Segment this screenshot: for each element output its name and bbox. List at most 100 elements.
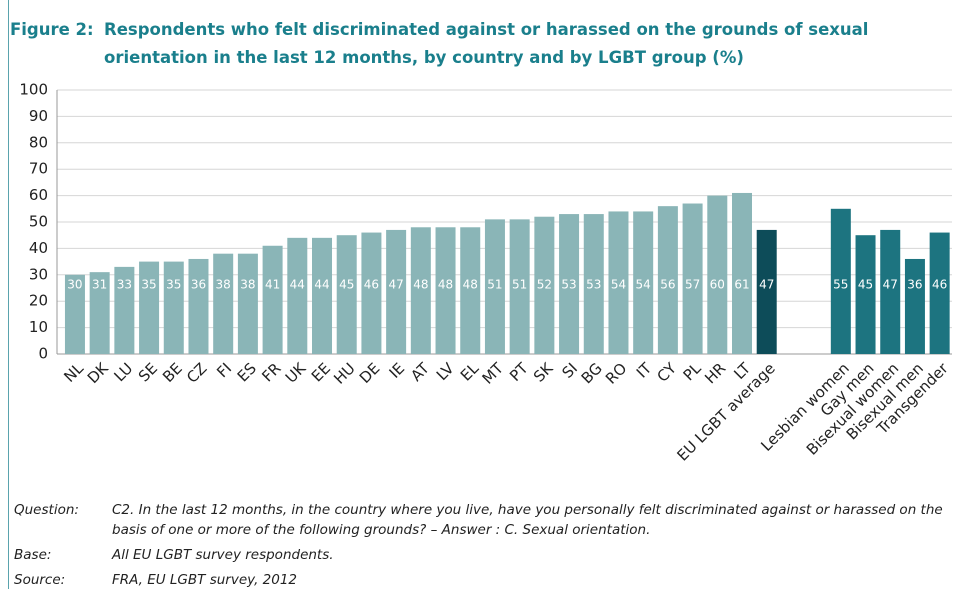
x-tick-label: HR [701,359,729,387]
bar [237,253,258,354]
bar [633,211,654,354]
bar [583,214,604,354]
x-tick-label: EE [308,359,334,385]
y-tick-label: 10 [29,318,48,336]
data-label: 41 [265,278,280,292]
x-tick-label: PT [506,359,532,385]
x-tick-label: SE [135,359,161,385]
bar [657,206,678,354]
bar [880,229,901,354]
data-label: 38 [216,278,231,292]
data-label: 54 [611,278,626,292]
x-tick-label: RO [602,359,630,387]
data-label: 35 [166,278,181,292]
bar [262,245,283,354]
data-label: 47 [388,278,403,292]
note-text: All EU LGBT survey respondents. [112,547,334,563]
figure-title: Figure 2: Respondents who felt discrimin… [10,16,950,72]
data-label: 46 [932,278,947,292]
note-row: Source: FRA, EU LGBT survey, 2012 [14,570,954,590]
data-label: 31 [92,278,107,292]
note-row: Base: All EU LGBT survey respondents. [14,545,954,565]
y-tick-label: 50 [29,213,48,231]
x-tick-label: IE [386,359,409,382]
bar [312,237,333,354]
bar [460,227,481,354]
x-tick-label: EL [457,359,483,385]
bar [213,253,234,354]
x-tick-label: FR [258,359,284,385]
data-label: 56 [660,278,675,292]
y-tick-label: 30 [29,265,48,283]
y-tick-label: 70 [29,160,48,178]
bar [410,227,431,354]
x-tick-label: SK [530,358,557,385]
bar [484,219,505,354]
y-tick-label: 0 [38,345,48,363]
data-label: 53 [586,278,601,292]
note-row: Question: C2. In the last 12 months, in t… [14,500,954,540]
data-label: 45 [339,278,354,292]
x-tick-label: FI [213,359,235,381]
data-label: 30 [67,278,82,292]
bar [114,266,135,354]
y-tick-label: 100 [19,81,48,99]
chart-title: Respondents who felt discriminated again… [104,20,869,67]
bar [534,216,555,354]
data-label: 48 [438,278,453,292]
bar [707,195,728,354]
x-tick-label: SI [558,359,581,382]
data-label: 54 [636,278,651,292]
bar [139,261,160,354]
bar [163,261,184,354]
bar [361,232,382,354]
data-label: 48 [413,278,428,292]
note-text: FRA, EU LGBT survey, 2012 [112,572,298,588]
chart: 0 10 20 30 40 50 60 70 80 90 100 NL 30 DK 31 LU 33 SE 35 BE… [19,81,952,465]
data-label: 35 [141,278,156,292]
data-label: 51 [487,278,502,292]
data-label: 36 [907,278,922,292]
figure-frame [8,0,962,589]
bar [855,235,876,354]
x-tick-label: LV [433,359,458,384]
x-tick-label: PL [680,359,705,384]
data-label: 46 [364,278,379,292]
data-label: 60 [710,278,725,292]
note-label: Question: [14,502,79,518]
data-label: 53 [561,278,576,292]
y-tick-label: 80 [29,133,48,151]
x-tick-label: BE [159,359,186,386]
x-tick-label: CZ [183,359,210,386]
data-label: 47 [759,278,774,292]
note-label: Base: [14,547,52,563]
data-label: 38 [240,278,255,292]
bar [386,229,407,354]
data-label: 55 [833,278,848,292]
data-label: 61 [734,278,749,292]
data-label: 44 [290,278,305,292]
x-tick-label: MT [479,359,508,388]
x-tick-label: NL [60,359,87,386]
bar [608,211,629,354]
x-tick-label: HU [330,359,358,387]
figure-label: Figure 2: [10,20,94,39]
bar [904,258,925,354]
bar [732,192,753,354]
note-label: Source: [14,572,66,588]
notes: Question: C2. In the last 12 months, in t… [14,500,954,595]
bar [188,258,209,354]
bar [682,203,703,354]
bar [287,237,308,354]
y-tick-label: 60 [29,186,48,204]
data-label: 47 [883,278,898,292]
bar [559,214,580,354]
bar [830,208,851,354]
x-tick-label: LU [110,359,136,385]
data-label: 36 [191,278,206,292]
y-tick-label: 90 [29,107,48,125]
x-tick-label: BG [578,359,606,387]
data-label: 45 [858,278,873,292]
x-tick-label: DE [356,359,384,387]
note-text: C2. In the last 12 months, in the countr… [112,502,943,538]
